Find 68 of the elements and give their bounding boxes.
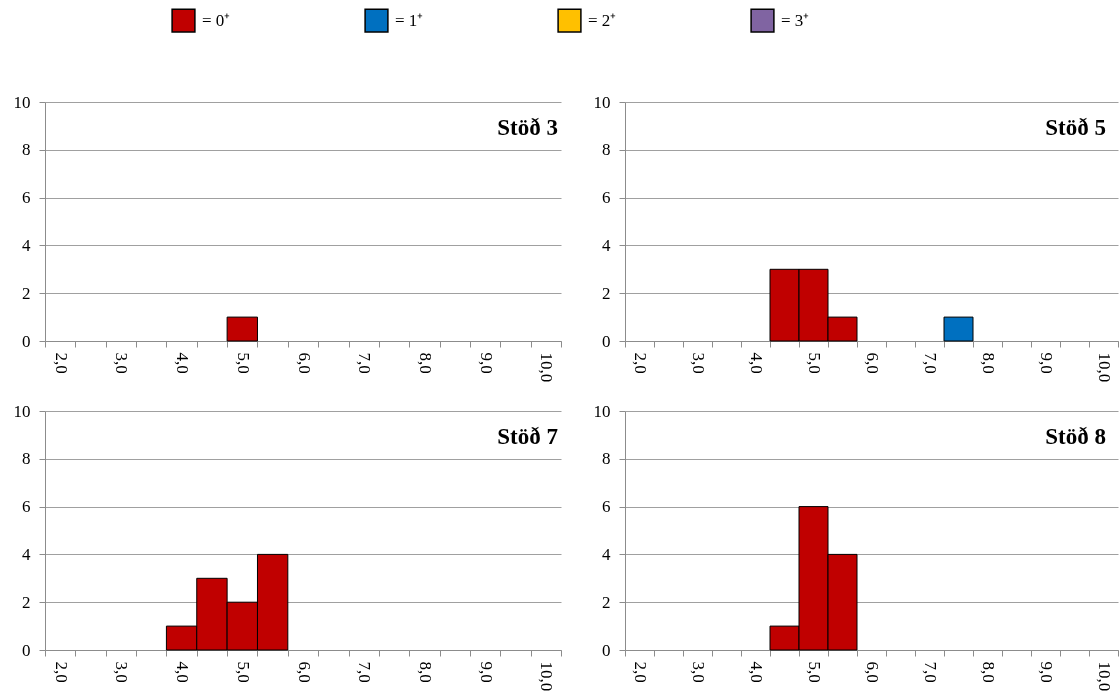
x-tick-label: 5,0: [233, 661, 253, 683]
x-tick-label: 10,0: [1095, 352, 1114, 383]
y-tick-label: 0: [22, 640, 31, 660]
x-tick-label: 7,0: [921, 661, 940, 683]
x-tick-label: 2,0: [631, 352, 650, 374]
y-tick-label: 4: [22, 544, 31, 564]
x-tick-label: 10,0: [537, 352, 557, 383]
y-tick-label: 8: [602, 140, 611, 160]
legend-label: = 1⁺: [395, 10, 424, 30]
x-tick-label: 5,0: [805, 661, 824, 683]
text: Stöð 8: [1045, 424, 1106, 449]
x-tick-label: 3,0: [689, 352, 708, 374]
x-tick-label: 4,0: [173, 352, 193, 374]
x-tick-label: 8,0: [415, 352, 435, 374]
x-tick-label: 4,0: [173, 661, 193, 683]
x-tick-label: 6,0: [863, 661, 882, 683]
x-tick-label: 5,0: [233, 352, 253, 374]
y-tick-label: 8: [602, 449, 611, 469]
x-tick-label: 2,0: [51, 352, 71, 374]
x-tick-label: 4,0: [747, 661, 766, 683]
x-tick-label: 2,0: [51, 661, 71, 683]
y-tick-label: 0: [22, 331, 31, 351]
x-tick-label: 10,0: [1095, 661, 1114, 692]
y-tick-label: 8: [22, 140, 31, 160]
x-tick-label: 6,0: [863, 352, 882, 374]
y-tick-label: 0: [602, 640, 611, 660]
y-tick-label: 6: [602, 188, 611, 208]
y-tick-label: 6: [22, 497, 31, 517]
y-tick-label: 10: [593, 92, 611, 112]
x-tick-label: 8,0: [979, 352, 998, 374]
y-tick-label: 2: [22, 592, 31, 612]
y-tick-label: 4: [602, 235, 611, 255]
text: Stöð 7: [497, 424, 558, 449]
y-tick-label: 2: [22, 283, 31, 303]
x-tick-label: 7,0: [355, 661, 375, 683]
y-tick-label: 2: [602, 592, 611, 612]
y-tick-label: 10: [593, 401, 611, 421]
x-tick-label: 3,0: [689, 661, 708, 683]
x-tick-label: 9,0: [476, 661, 496, 683]
y-tick-label: 10: [13, 401, 31, 421]
y-tick-label: 10: [13, 92, 31, 112]
x-tick-label: 2,0: [631, 661, 650, 683]
x-tick-label: 4,0: [747, 352, 766, 374]
x-tick-label: 9,0: [1037, 661, 1056, 683]
y-tick-label: 0: [602, 331, 611, 351]
x-tick-label: 7,0: [355, 352, 375, 374]
x-tick-label: 8,0: [415, 661, 435, 683]
x-tick-label: 9,0: [1037, 352, 1056, 374]
x-tick-label: 6,0: [294, 661, 314, 683]
y-tick-label: 8: [22, 449, 31, 469]
x-tick-label: 9,0: [476, 352, 496, 374]
x-tick-label: 8,0: [979, 661, 998, 683]
x-tick-label: 5,0: [805, 352, 824, 374]
text: Stöð 5: [1045, 115, 1106, 140]
legend-label: = 2⁺: [588, 10, 617, 30]
x-tick-label: 10,0: [537, 661, 557, 692]
y-tick-label: 4: [602, 544, 611, 564]
legend-label: = 3⁺: [781, 10, 810, 30]
y-tick-label: 4: [22, 235, 31, 255]
text: Stöð 3: [497, 115, 558, 140]
legend-label: = 0⁺: [202, 10, 231, 30]
y-tick-label: 6: [602, 497, 611, 517]
x-tick-label: 3,0: [112, 661, 132, 683]
y-tick-label: 6: [22, 188, 31, 208]
x-tick-label: 6,0: [294, 352, 314, 374]
y-tick-label: 2: [602, 283, 611, 303]
x-tick-label: 7,0: [921, 352, 940, 374]
x-tick-label: 3,0: [112, 352, 132, 374]
